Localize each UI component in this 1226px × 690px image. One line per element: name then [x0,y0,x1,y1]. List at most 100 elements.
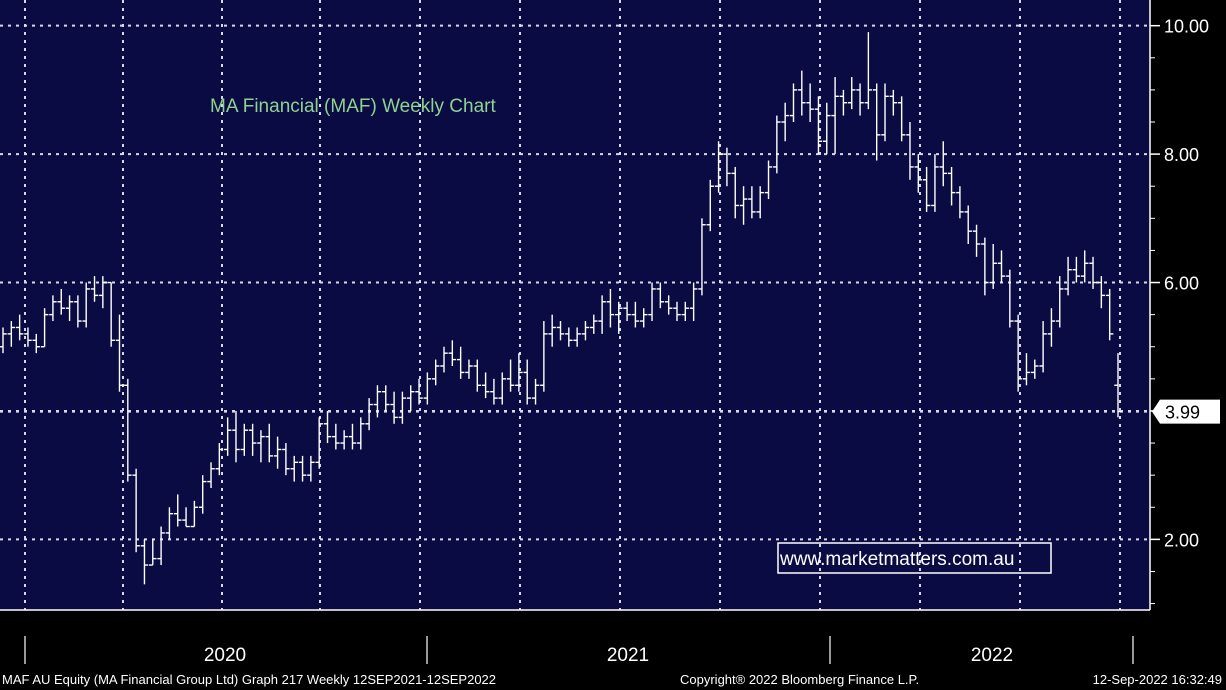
last-price-tag-shape [1152,399,1220,424]
x-tick-label-2: 2022 [971,645,1013,666]
ohlc-bar-115 [956,186,964,219]
ohlc-bar-84 [698,218,706,296]
ohlc-bar-19 [157,526,165,566]
ohlc-bar-129 [1072,256,1081,283]
ohlc-bar-61 [506,359,515,392]
ohlc-bar-94 [781,102,789,142]
ohlc-bar-124 [1031,359,1039,379]
ohlc-bar-22 [182,507,190,528]
ohlc-bar-43 [357,417,365,450]
ohlc-bar-90 [748,186,756,219]
ohlc-bar-82 [681,301,690,322]
ohlc-bar-10 [82,282,90,328]
y-tick-label-3: 8.00 [1164,145,1199,165]
ohlc-bar-128 [1064,256,1072,296]
ohlc-bar-131 [1089,256,1097,289]
ohlc-bar-39 [323,410,332,444]
ohlc-bar-66 [548,314,556,347]
ohlc-bar-74 [615,301,623,334]
ohlc-bar-121 [1006,269,1014,328]
ohlc-bar-70 [581,321,590,341]
ohlc-bar-56 [465,359,473,379]
ohlc-bar-6 [49,295,57,322]
ohlc-bar-38 [315,417,323,469]
footer-copyright: Copyright® 2022 Bloomberg Finance L.P. [680,672,920,687]
ohlc-bar-120 [997,250,1006,283]
ohlc-bar-50 [415,378,423,405]
ohlc-bar-89 [739,186,748,225]
ohlc-bar-125 [1039,321,1047,373]
x-tick-label-0: 2020 [204,645,246,666]
ohlc-bar-25 [207,462,215,488]
price-bars [0,32,1122,585]
ohlc-bar-49 [406,385,415,411]
ohlc-bar-105 [872,83,881,161]
ohlc-bar-32 [265,423,274,463]
ohlc-bar-9 [74,295,82,328]
ohlc-bar-132 [1097,276,1106,309]
ohlc-bar-85 [706,179,715,232]
ohlc-bar-69 [573,327,581,347]
chart-title: MA Financial (MAF) Weekly Chart [210,96,496,117]
ohlc-bar-91 [756,186,764,219]
ohlc-bar-28 [232,410,240,463]
ohlc-bar-117 [972,224,981,257]
ohlc-bar-0 [0,327,7,354]
ohlc-bar-109 [906,122,914,180]
ohlc-bar-102 [847,77,856,110]
ohlc-bar-81 [673,301,681,322]
ohlc-bar-7 [57,288,65,315]
ohlc-bar-8 [65,295,74,322]
ohlc-bar-123 [1022,353,1031,386]
ohlc-bar-64 [531,378,540,405]
ohlc-bar-1 [7,321,16,347]
ohlc-bar-27 [223,417,232,456]
last-price-label: 3.99 [1165,403,1200,423]
ohlc-bar-133 [1105,288,1114,341]
ohlc-bar-111 [922,166,931,212]
ohlc-bar-58 [481,372,490,399]
ohlc-bar-108 [897,96,906,142]
ohlc-bar-40 [332,423,340,450]
ohlc-bar-101 [839,89,848,116]
y-tick-label-2: 6.00 [1164,274,1199,294]
ohlc-bar-77 [639,308,648,328]
ohlc-bar-20 [165,507,174,540]
y-tick-label-4: 10.00 [1164,17,1209,37]
footer-timestamp: 12-Sep-2022 16:32:49 [1092,672,1222,687]
ohlc-bar-11 [90,276,99,302]
ohlc-bar-42 [348,423,357,450]
ohlc-bar-45 [373,385,382,418]
ohlc-bar-17 [140,539,149,585]
ohlc-bar-46 [382,385,390,411]
ohlc-bar-24 [198,475,207,514]
ohlc-bar-12 [99,276,107,309]
ohlc-bar-52 [431,359,440,386]
ohlc-bar-134 [1114,353,1122,418]
ohlc-bar-92 [764,160,773,200]
ohlc-bar-110 [914,154,923,193]
grid-lines [0,0,1150,610]
ohlc-bar-73 [606,288,615,328]
ohlc-bar-13 [107,281,115,347]
ohlc-bar-114 [947,166,956,206]
ohlc-bar-65 [540,321,548,392]
plot-background [0,0,1150,610]
ohlc-bar-16 [132,468,140,553]
ohlc-bar-60 [498,372,506,405]
ohlc-bar-97 [806,83,814,122]
ohlc-bar-18 [149,539,157,566]
ohlc-bar-100 [831,77,839,155]
ohlc-bar-14 [115,314,124,392]
ohlc-bar-36 [298,455,307,482]
ohlc-bar-126 [1047,308,1056,347]
ohlc-bar-106 [881,83,889,142]
ohlc-bar-48 [398,391,407,424]
ohlc-bar-59 [490,378,498,405]
ohlc-bar-4 [32,333,41,354]
ohlc-bar-34 [282,443,290,476]
ohlc-bar-127 [1056,276,1064,328]
ohlc-bar-95 [789,83,798,122]
